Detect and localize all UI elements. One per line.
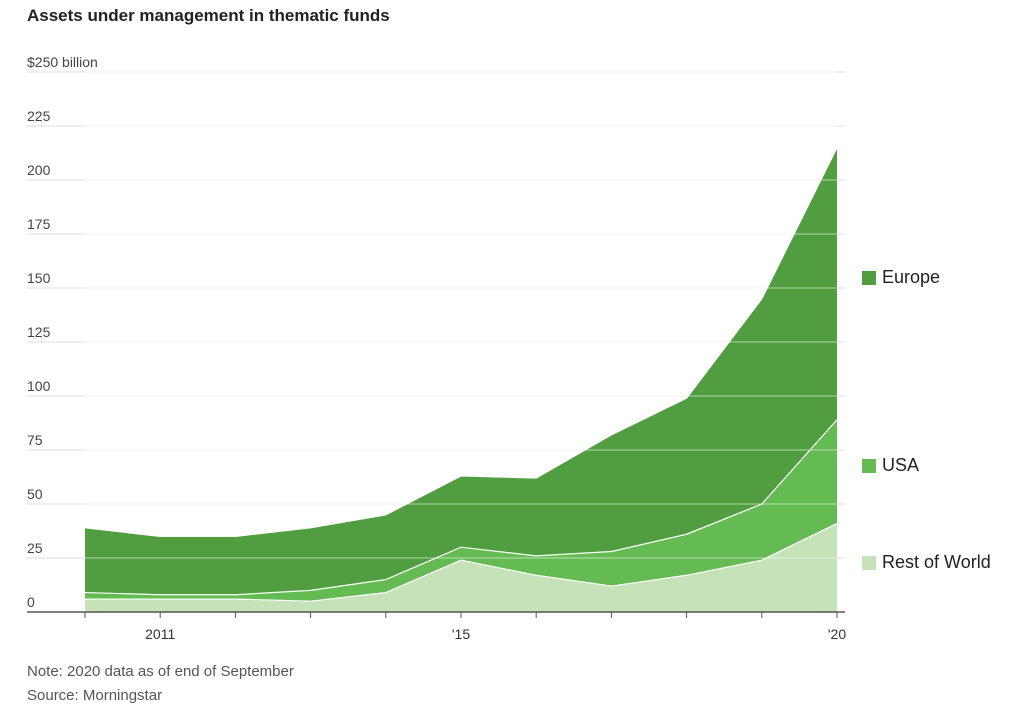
chart-note: Note: 2020 data as of end of September bbox=[27, 663, 294, 680]
y-tick-label: 25 bbox=[27, 540, 43, 556]
y-tick-label: 50 bbox=[27, 486, 43, 502]
legend-europe: Europe bbox=[862, 267, 940, 288]
y-tick-label: $250 billion bbox=[27, 54, 98, 70]
x-tick-label: 2011 bbox=[145, 626, 175, 642]
series-line-usa bbox=[84, 419, 838, 596]
y-tick-label: 100 bbox=[27, 378, 51, 394]
y-tick-label: 225 bbox=[27, 108, 51, 124]
area-series bbox=[85, 147, 837, 612]
y-tick-label: 150 bbox=[27, 270, 51, 286]
x-axis: 2011 '15 '20 bbox=[27, 611, 846, 642]
y-tick-label: 0 bbox=[27, 594, 35, 610]
area-europe bbox=[85, 147, 837, 595]
legend-label-usa: USA bbox=[882, 455, 920, 475]
chart-title: Assets under management in thematic fund… bbox=[27, 6, 390, 25]
y-tick-label: 75 bbox=[27, 432, 43, 448]
x-tick-label: '15 bbox=[452, 626, 470, 642]
x-tick-label: '20 bbox=[828, 626, 846, 642]
legend-swatch-usa bbox=[862, 458, 876, 473]
legend-label-rest: Rest of World bbox=[882, 552, 991, 572]
series-line-europe bbox=[84, 147, 838, 537]
area-rest bbox=[85, 523, 837, 612]
y-tick-label: 125 bbox=[27, 324, 51, 340]
chart-source: Source: Morningstar bbox=[27, 687, 163, 704]
area-usa bbox=[85, 419, 837, 602]
series-borders bbox=[84, 71, 838, 602]
y-tick-label: 175 bbox=[27, 216, 51, 232]
legend-label-europe: Europe bbox=[882, 267, 941, 287]
legend-swatch-rest bbox=[862, 555, 876, 570]
series-line-rest bbox=[85, 522, 838, 602]
y-tick-label: 200 bbox=[27, 162, 51, 178]
legend-swatch-europe bbox=[862, 270, 876, 285]
legend-usa: USA bbox=[862, 455, 919, 476]
legend-rest-of-world: Rest of World bbox=[862, 552, 991, 573]
y-tick-labels: 0 25 50 75 100 125 150 175 200 225 $250 billion bbox=[27, 54, 98, 610]
